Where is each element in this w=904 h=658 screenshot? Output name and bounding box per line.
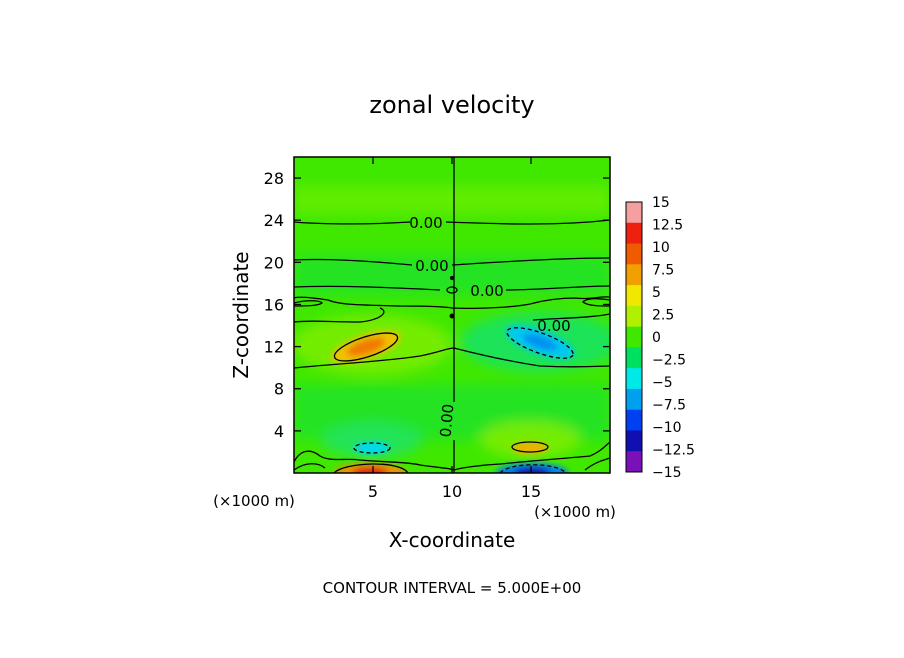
x-tick-label: 5 bbox=[368, 482, 378, 501]
blob-right-bottom-core bbox=[514, 467, 550, 473]
colorbar-frame bbox=[625, 201, 643, 473]
colorbar-swatch bbox=[626, 430, 642, 452]
colorbar-label: 2.5 bbox=[652, 308, 674, 324]
colorbar-swatch bbox=[626, 451, 642, 473]
contour-pos-left-mid bbox=[333, 332, 399, 362]
colorbar-label: 5 bbox=[652, 285, 661, 301]
colorbar-swatch bbox=[626, 264, 642, 286]
x-tick-label: 10 bbox=[442, 482, 462, 501]
colorbar-swatch bbox=[626, 368, 642, 390]
colorbar-swatch bbox=[626, 285, 642, 307]
band-positive-upper bbox=[294, 186, 610, 214]
contour-zero-bottom-right bbox=[453, 441, 610, 471]
y-tick-label: 16 bbox=[264, 295, 284, 314]
contour-zero-bottom-left bbox=[294, 450, 455, 471]
contour-neg-left-low bbox=[353, 442, 391, 454]
x-unit-right: (×1000 m) bbox=[534, 503, 616, 521]
contour-label-group: 0.00 0.00 0.00 0.00 0.00 bbox=[409, 214, 570, 438]
y-axis-label: Z-coordinate bbox=[229, 251, 253, 378]
y-tick-label: 28 bbox=[264, 169, 284, 188]
contour-label-3: 0.00 bbox=[470, 282, 503, 300]
colorbar-label: 12.5 bbox=[652, 218, 683, 234]
y-tick-label: 12 bbox=[264, 338, 284, 357]
contour-label-5: 0.00 bbox=[437, 403, 458, 438]
blob-left-bottom-core bbox=[352, 467, 388, 473]
colorbar-label: −10 bbox=[652, 420, 682, 436]
contour-zero-bottom-left-lower bbox=[294, 463, 326, 471]
band-negative-mid bbox=[294, 255, 610, 295]
contour-zero-upper bbox=[294, 257, 610, 266]
x-unit-left: (×1000 m) bbox=[213, 492, 295, 510]
colorbar-swatch bbox=[626, 326, 642, 348]
colorbar-label: −12.5 bbox=[652, 443, 695, 459]
colorbar-swatch bbox=[626, 202, 642, 224]
colorbar-label: −5 bbox=[652, 375, 673, 391]
blob-left-low bbox=[354, 442, 390, 454]
heatmap-field bbox=[294, 157, 610, 473]
contour-neg-right-mid bbox=[506, 327, 574, 359]
contour-zero-left-tongue bbox=[294, 296, 610, 310]
blob-left-mid-core bbox=[346, 337, 386, 357]
contour-small-loop bbox=[446, 286, 458, 294]
y-tick-label: 20 bbox=[264, 253, 284, 272]
contour-zero-lower-band bbox=[294, 307, 385, 323]
contour-zero-side-left bbox=[294, 300, 323, 307]
contour-zero-top bbox=[294, 219, 610, 225]
contour-label-4: 0.00 bbox=[537, 317, 570, 335]
contour-label-1: 0.00 bbox=[409, 214, 442, 232]
colorbar-swatch bbox=[626, 388, 642, 411]
colorbar-swatch bbox=[626, 409, 642, 431]
colorbar: 15 12.5 10 7.5 5 2.5 0 −2.5 −5 −7.5 −10 −12.5 −15 bbox=[625, 195, 695, 481]
colorbar-swatch bbox=[626, 347, 642, 369]
x-tick-label: 15 bbox=[521, 482, 541, 501]
colorbar-label: 7.5 bbox=[652, 263, 674, 279]
contour-zero-side-right bbox=[582, 298, 610, 307]
blob-right-mid-core bbox=[522, 333, 558, 351]
y-axis: 4 8 12 16 20 24 28 bbox=[264, 169, 610, 441]
contour-lines bbox=[294, 157, 610, 473]
contour-dot-1 bbox=[449, 275, 455, 281]
colorbar-swatch bbox=[626, 222, 642, 245]
halo-left-low bbox=[322, 422, 422, 458]
y-tick-label: 4 bbox=[274, 422, 284, 441]
colorbar-label: −2.5 bbox=[652, 353, 686, 369]
halo-right-low bbox=[480, 422, 580, 458]
contour-pos-right-low bbox=[511, 441, 549, 453]
contour-interval-note: CONTOUR INTERVAL = 5.000E+00 bbox=[323, 579, 582, 597]
colorbar-label: 15 bbox=[652, 195, 670, 211]
x-axis-label: X-coordinate bbox=[389, 528, 516, 552]
contour-zero-middle bbox=[294, 285, 610, 291]
colorbar-swatch bbox=[626, 243, 642, 265]
contour-neg-right-bottom bbox=[499, 464, 567, 473]
contour-dot-2 bbox=[449, 313, 455, 319]
colorbar-label: −7.5 bbox=[652, 398, 686, 414]
colorbar-label: −15 bbox=[652, 465, 682, 481]
colorbar-swatch bbox=[626, 305, 642, 328]
x-axis: 5 10 15 bbox=[368, 157, 541, 501]
contour-zero-right-upper bbox=[532, 313, 610, 321]
contour-label-2: 0.00 bbox=[415, 257, 448, 275]
y-tick-label: 24 bbox=[264, 211, 284, 230]
colorbar-label: 10 bbox=[652, 240, 670, 256]
y-tick-label: 8 bbox=[274, 380, 284, 399]
chart-title: zonal velocity bbox=[369, 91, 534, 119]
contour-zero-bottom-right-lower bbox=[584, 457, 610, 471]
colorbar-label: 0 bbox=[652, 330, 661, 346]
contour-pos-left-bottom bbox=[333, 463, 409, 473]
